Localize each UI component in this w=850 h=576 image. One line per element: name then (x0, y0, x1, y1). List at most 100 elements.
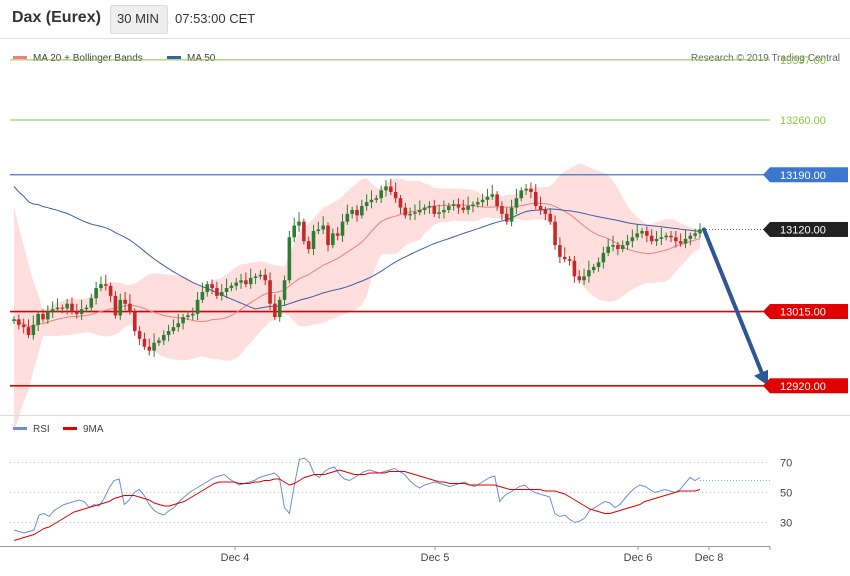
candle-body (384, 186, 388, 191)
candle-body (630, 237, 635, 242)
candle-body (606, 246, 611, 253)
candle-body (31, 324, 36, 335)
candle-body (287, 237, 292, 281)
level-label-0: 13337.00 (780, 55, 826, 67)
rsi-ma-legend-label: 9MA (83, 424, 104, 435)
candle-body (442, 209, 446, 213)
candle-body (567, 259, 572, 261)
bollinger-band-fill (14, 163, 700, 432)
candle-body (147, 346, 152, 351)
candle-body (413, 212, 417, 214)
candle-body (601, 252, 606, 263)
candle-body (36, 313, 40, 325)
candle-body (181, 317, 185, 324)
candle-body (46, 311, 50, 320)
x-tick-label-0: Dec 4 (221, 552, 250, 564)
rsi-line (13, 457, 701, 534)
rsi-tick-label-50: 50 (780, 488, 792, 500)
candle-body (94, 288, 98, 299)
candle-body (258, 274, 263, 277)
rsi-panel: 70 50 30 (10, 457, 792, 541)
candle-body (311, 231, 316, 250)
candle-body (190, 313, 195, 316)
candle-body (142, 338, 147, 347)
candle-body (316, 229, 321, 232)
candle-body (611, 245, 615, 247)
candle-body (331, 233, 335, 246)
candle-body (471, 204, 475, 207)
candle-body (509, 207, 514, 222)
candle-body (41, 313, 45, 320)
candle-body (65, 303, 69, 309)
candle-body (60, 307, 65, 309)
candle-body (152, 342, 156, 351)
candle-body (355, 209, 359, 216)
level-label-tip-2 (763, 167, 770, 183)
candle-body (263, 274, 268, 281)
candle-body (75, 311, 79, 314)
candle-body (451, 204, 456, 207)
candle-body (616, 245, 620, 250)
candle-body (369, 199, 374, 203)
candle-body (132, 311, 137, 332)
candle-body (514, 198, 519, 208)
x-axis: Dec 4 Dec 5 Dec 6 Dec 8 (0, 546, 771, 564)
ma50-legend-label: MA 50 (187, 53, 216, 64)
candle-body (108, 285, 113, 296)
level-label-2: 13190.00 (780, 170, 826, 182)
candle-body (495, 194, 499, 207)
candle-body (543, 209, 548, 214)
candle-body (186, 315, 190, 317)
candle-body (84, 307, 89, 310)
projection-arrow (702, 227, 768, 386)
candle-body (475, 202, 480, 205)
candle-body (577, 276, 582, 281)
candle-body (219, 291, 224, 296)
candle-body (674, 237, 678, 242)
candle-body (321, 225, 325, 230)
candle-body (379, 190, 383, 199)
candle-body (282, 280, 287, 300)
candle-body (587, 270, 591, 277)
candle-body (432, 206, 437, 214)
timeframe-selector[interactable] (110, 5, 168, 34)
candle-body (645, 231, 649, 236)
candle-body (418, 209, 422, 213)
level-label-5: 12920.00 (780, 381, 826, 393)
level-label-3: 13120.00 (780, 224, 826, 236)
candle-body (504, 213, 509, 222)
candle-body (403, 207, 408, 216)
candle-body (302, 221, 306, 242)
candle-body (422, 207, 427, 210)
candle-body (137, 331, 142, 339)
level-label-4: 13015.00 (780, 307, 826, 319)
candle-body (596, 262, 601, 267)
candle-body (128, 303, 132, 312)
candle-body (408, 213, 412, 216)
timeframe-label[interactable]: 30 MIN (117, 11, 159, 26)
candle-body (437, 212, 441, 214)
candle-body (350, 209, 354, 214)
level-lines (10, 59, 770, 387)
candle-body (273, 303, 277, 317)
instrument-title: Dax (Eurex) (12, 9, 101, 26)
level-labels: 13337.00 13260.00 13190.00 13120.00 13015.00… (763, 55, 848, 394)
candle-body (205, 284, 210, 292)
candle-body (664, 235, 668, 238)
candle-body (297, 221, 301, 226)
timestamp: 07:53:00 CET (175, 11, 256, 26)
candle-body (669, 235, 673, 238)
candle-body (103, 284, 108, 286)
candle-body (524, 188, 528, 191)
level-label-bg-3 (770, 221, 848, 237)
rsi-legend-label: RSI (33, 424, 50, 435)
rsi-tick-label-70: 70 (780, 458, 792, 470)
candle-body (89, 298, 94, 308)
candlesticks (12, 178, 702, 357)
ma20-legend-label: MA 20 + Bollinger Bands (33, 53, 143, 64)
candle-body (533, 191, 538, 207)
candle-body (572, 260, 577, 277)
candle-body (688, 235, 693, 239)
candle-body (12, 319, 16, 321)
